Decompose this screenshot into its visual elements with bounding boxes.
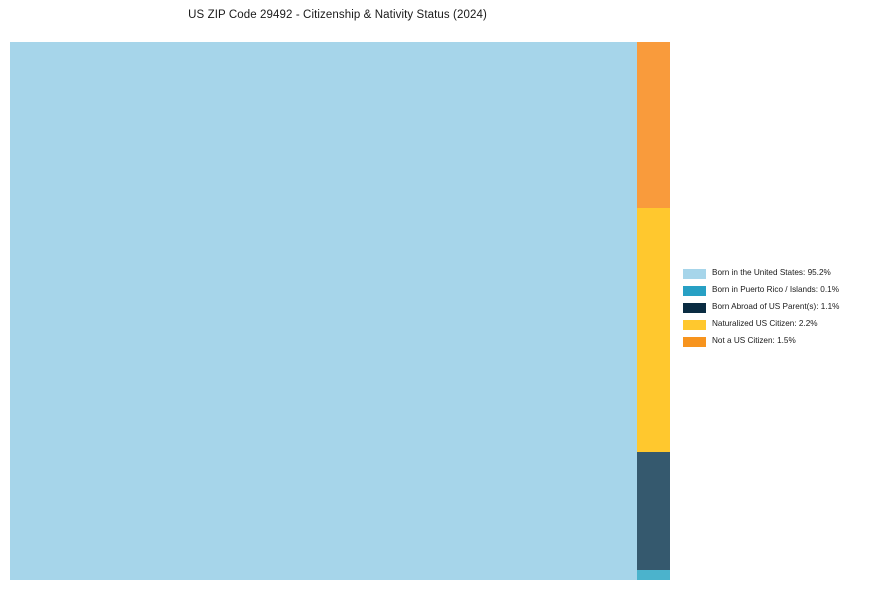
legend-item[interactable]: Born in Puerto Rico / Islands: 0.1% bbox=[683, 282, 883, 299]
legend-color-swatch bbox=[683, 336, 706, 347]
treemap-tile[interactable] bbox=[637, 570, 670, 580]
treemap-tile[interactable] bbox=[637, 42, 670, 209]
legend-item-label: Not a US Citizen: 1.5% bbox=[712, 336, 796, 346]
legend-color-swatch bbox=[683, 319, 706, 330]
legend-color-swatch bbox=[683, 285, 706, 296]
treemap-tile[interactable] bbox=[637, 208, 670, 453]
legend-item[interactable]: Naturalized US Citizen: 2.2% bbox=[683, 316, 883, 333]
legend-item-label: Born Abroad of US Parent(s): 1.1% bbox=[712, 302, 840, 312]
legend-item-label: Naturalized US Citizen: 2.2% bbox=[712, 319, 818, 329]
treemap-tile[interactable] bbox=[10, 42, 637, 580]
legend-color-swatch bbox=[683, 302, 706, 313]
chart-legend: Born in the United States: 95.2% Born in … bbox=[683, 265, 883, 350]
legend-item-label: Born in the United States: 95.2% bbox=[712, 268, 831, 278]
legend-item[interactable]: Not a US Citizen: 1.5% bbox=[683, 333, 883, 350]
treemap-tile[interactable] bbox=[637, 452, 670, 571]
treemap-plot-area bbox=[10, 42, 670, 580]
legend-item-label: Born in Puerto Rico / Islands: 0.1% bbox=[712, 285, 839, 295]
legend-color-swatch bbox=[683, 268, 706, 279]
legend-item[interactable]: Born Abroad of US Parent(s): 1.1% bbox=[683, 299, 883, 316]
page-title: US ZIP Code 29492 - Citizenship & Nativi… bbox=[188, 9, 487, 21]
legend-item[interactable]: Born in the United States: 95.2% bbox=[683, 265, 883, 282]
